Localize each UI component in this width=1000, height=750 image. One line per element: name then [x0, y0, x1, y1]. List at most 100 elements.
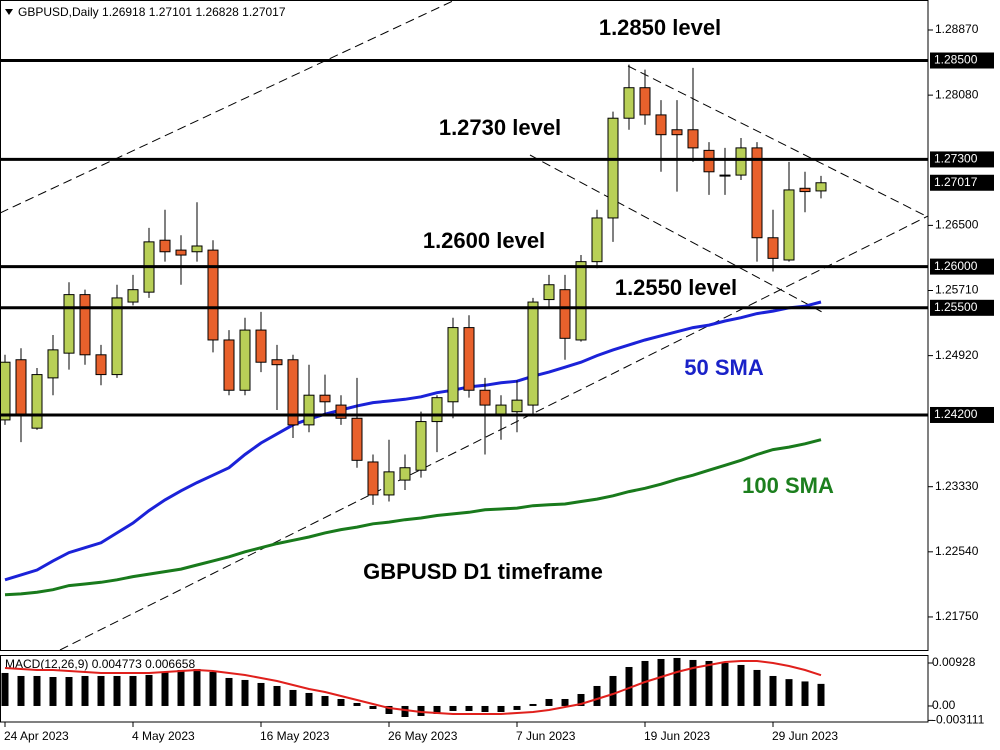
sma-line: [4, 438, 822, 597]
candle-body: [751, 147, 763, 239]
chart-header: GBPUSD,Daily 1.26918 1.27101 1.26828 1.2…: [18, 5, 286, 19]
candle-body: [335, 404, 347, 419]
x-tick-label: 24 Apr 2023: [4, 729, 69, 743]
macd-bar: [561, 698, 569, 706]
macd-bar: [449, 705, 457, 711]
macd-bar: [417, 705, 425, 716]
macd-bar: [705, 660, 713, 706]
candle-body: [303, 394, 315, 426]
x-tick-label: 7 Jun 2023: [516, 729, 576, 743]
macd-bar: [433, 705, 441, 714]
annotation: GBPUSD D1 timeframe: [363, 559, 603, 584]
macd-bar: [81, 675, 89, 706]
macd-bar: [305, 692, 313, 706]
candle-body: [479, 389, 491, 406]
candle-body: [623, 87, 635, 119]
candle-body: [543, 284, 555, 301]
macd-bar: [625, 666, 633, 706]
price-label-box: [930, 151, 994, 168]
candle-body: [559, 289, 571, 339]
macd-bar: [337, 698, 345, 706]
macd-bar: [209, 671, 217, 706]
y-tick-label: 1.23330: [935, 479, 979, 493]
macd-bar: [817, 683, 825, 706]
candle-body: [799, 187, 811, 193]
macd-bar: [401, 705, 409, 717]
candle-body: [639, 87, 651, 116]
price-label: 1.27017: [934, 175, 978, 189]
candle-body: [175, 249, 187, 256]
sma-line: [4, 300, 822, 582]
sma-label: 100 SMA: [742, 473, 834, 498]
y-tick-label: 1.26500: [935, 218, 979, 232]
candle-body: [15, 359, 27, 416]
x-tick-label: 26 May 2023: [388, 729, 458, 743]
price-label-box: [930, 406, 994, 423]
macd-bar: [641, 660, 649, 706]
annotation: 1.2600 level: [423, 228, 545, 253]
y-tick-label: 1.24920: [935, 348, 979, 362]
candle-body: [575, 261, 587, 341]
macd-bar: [753, 669, 761, 706]
candle-body: [815, 182, 827, 192]
candle-body: [399, 467, 411, 481]
macd-bar: [657, 658, 665, 706]
signal-line: [4, 660, 822, 715]
price-label: 1.27300: [934, 152, 978, 166]
candle-body: [687, 129, 699, 149]
candle-body: [191, 245, 203, 253]
candle-body: [527, 301, 539, 406]
macd-bar: [369, 705, 377, 709]
macd-bar: [257, 682, 265, 706]
macd-bar: [1, 672, 9, 706]
candle-body: [127, 289, 139, 303]
annotation: 1.2850 level: [599, 15, 721, 40]
macd-bar: [513, 705, 521, 710]
macd-bar: [465, 705, 473, 711]
y-tick-label: 0.00928: [932, 655, 976, 669]
candle-body: [783, 189, 795, 261]
macd-bar: [33, 675, 41, 706]
macd-bar: [65, 676, 73, 706]
macd-bar: [145, 674, 153, 706]
candle-body: [159, 239, 171, 253]
x-tick-label: 29 Jun 2023: [772, 729, 838, 743]
macd-bar: [769, 675, 777, 706]
price-label: 1.25500: [934, 300, 978, 314]
symbol-icon: [5, 9, 13, 15]
candle-body: [767, 237, 779, 259]
macd-bar: [577, 693, 585, 706]
macd-bar: [545, 698, 553, 706]
candle-body: [255, 329, 267, 363]
macd-bar: [785, 679, 793, 706]
macd-bar: [737, 664, 745, 706]
candle-body: [223, 339, 235, 391]
macd-bar: [193, 668, 201, 706]
price-label-box: [930, 299, 994, 316]
macd-bar: [721, 662, 729, 706]
macd-pane-frame: [0, 655, 929, 723]
candle-body: [671, 129, 683, 136]
price-label-box: [930, 52, 994, 69]
x-tick-label: 19 Jun 2023: [644, 729, 710, 743]
candle-body: [63, 294, 75, 354]
price-label-box: [930, 258, 994, 275]
candle-body: [703, 149, 715, 173]
trend-line: [627, 65, 928, 218]
macd-bar: [129, 675, 137, 706]
macd-bar: [801, 681, 809, 706]
macd-bar: [273, 685, 281, 706]
candle-body: [511, 399, 523, 413]
macd-bar: [689, 659, 697, 706]
x-tick-label: 4 May 2023: [132, 729, 195, 743]
y-tick-label: 0.00: [932, 698, 956, 712]
candle-body: [655, 114, 667, 136]
candle-body: [367, 461, 379, 496]
candle-body: [239, 329, 251, 391]
trend-line: [59, 215, 928, 650]
macd-bar: [113, 675, 121, 706]
candle-body: [591, 217, 603, 263]
candle-body: [319, 394, 331, 403]
